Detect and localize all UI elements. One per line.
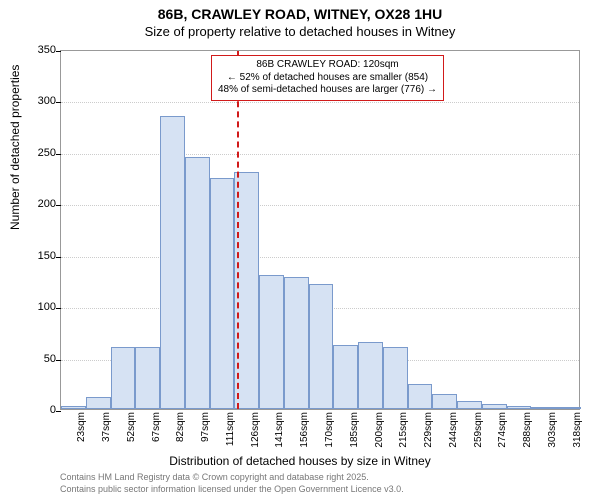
gridline	[61, 257, 579, 258]
annotation-line3: 48% of semi-detached houses are larger (…	[218, 84, 437, 97]
annotation-box: 86B CRAWLEY ROAD: 120sqm ← 52% of detach…	[211, 55, 444, 101]
histogram-bar	[482, 404, 507, 409]
ytick-label: 100	[16, 301, 56, 313]
xtick-label: 244sqm	[448, 412, 459, 448]
xtick-label: 303sqm	[547, 412, 558, 448]
ytick-label: 250	[16, 147, 56, 159]
xtick-label: 37sqm	[101, 412, 112, 442]
histogram-bar	[333, 345, 358, 409]
ytick-label: 300	[16, 95, 56, 107]
xtick-label: 82sqm	[175, 412, 186, 442]
xtick-label: 141sqm	[274, 412, 285, 448]
property-marker-line	[237, 51, 239, 409]
annotation-line1: 86B CRAWLEY ROAD: 120sqm	[218, 59, 437, 72]
chart-subtitle: Size of property relative to detached ho…	[0, 24, 600, 39]
ytick-mark	[56, 102, 61, 103]
histogram-bar	[210, 178, 235, 409]
histogram-bar	[358, 342, 383, 409]
xtick-label: 170sqm	[324, 412, 335, 448]
histogram-bar	[309, 284, 334, 409]
ytick-mark	[56, 360, 61, 361]
ytick-mark	[56, 411, 61, 412]
histogram-bar	[185, 157, 210, 409]
chart-title: 86B, CRAWLEY ROAD, WITNEY, OX28 1HU	[0, 6, 600, 22]
annotation-line2: ← 52% of detached houses are smaller (85…	[218, 72, 437, 85]
xtick-label: 259sqm	[473, 412, 484, 448]
histogram-chart: 86B, CRAWLEY ROAD, WITNEY, OX28 1HU Size…	[0, 0, 600, 500]
xtick-label: 185sqm	[349, 412, 360, 448]
ytick-mark	[56, 205, 61, 206]
xtick-label: 229sqm	[423, 412, 434, 448]
ytick-label: 0	[16, 404, 56, 416]
gridline	[61, 102, 579, 103]
xtick-label: 52sqm	[126, 412, 137, 442]
xtick-label: 318sqm	[572, 412, 583, 448]
histogram-bar	[86, 397, 111, 409]
xtick-label: 274sqm	[497, 412, 508, 448]
xtick-label: 156sqm	[299, 412, 310, 448]
xtick-label: 288sqm	[522, 412, 533, 448]
xtick-label: 111sqm	[225, 412, 236, 446]
gridline	[61, 154, 579, 155]
ytick-label: 150	[16, 250, 56, 262]
ytick-mark	[56, 154, 61, 155]
footer-line-1: Contains HM Land Registry data © Crown c…	[60, 472, 369, 482]
plot-area: 86B CRAWLEY ROAD: 120sqm ← 52% of detach…	[60, 50, 580, 410]
histogram-bar	[507, 406, 532, 409]
histogram-bar	[432, 394, 457, 409]
ytick-label: 350	[16, 44, 56, 56]
ytick-mark	[56, 51, 61, 52]
histogram-bar	[457, 401, 482, 409]
gridline	[61, 205, 579, 206]
xtick-label: 67sqm	[151, 412, 162, 442]
histogram-bar	[259, 275, 284, 409]
ytick-mark	[56, 257, 61, 258]
xtick-label: 200sqm	[374, 412, 385, 448]
histogram-bar	[284, 277, 309, 409]
histogram-bar	[61, 406, 86, 409]
xtick-label: 215sqm	[398, 412, 409, 448]
xtick-label: 23sqm	[76, 412, 87, 442]
ytick-label: 200	[16, 198, 56, 210]
histogram-bar	[160, 116, 185, 409]
x-axis-label: Distribution of detached houses by size …	[0, 454, 600, 468]
histogram-bar	[111, 347, 136, 409]
ytick-label: 50	[16, 353, 56, 365]
histogram-bar	[556, 407, 581, 409]
histogram-bar	[408, 384, 433, 409]
histogram-bar	[135, 347, 160, 409]
histogram-bar	[531, 407, 556, 409]
histogram-bar	[383, 347, 408, 409]
xtick-label: 97sqm	[200, 412, 211, 442]
ytick-mark	[56, 308, 61, 309]
footer-line-2: Contains public sector information licen…	[60, 484, 404, 494]
xtick-label: 126sqm	[250, 412, 261, 448]
